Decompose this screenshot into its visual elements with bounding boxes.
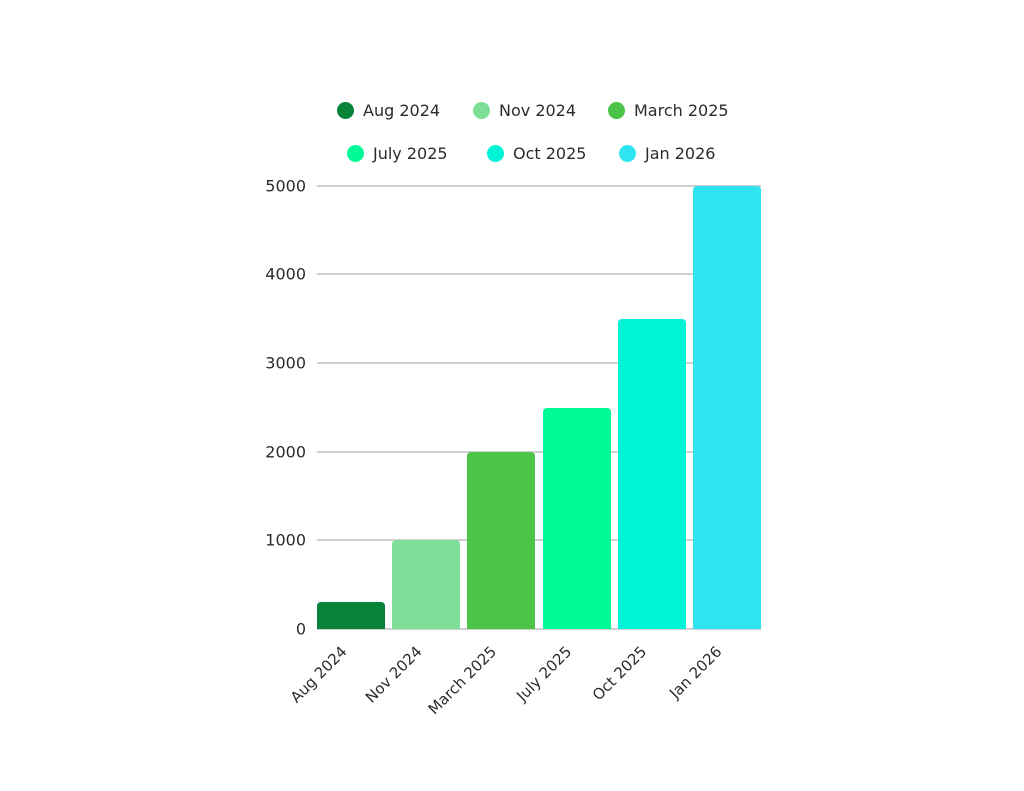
- y-tick-label: 3000: [265, 353, 306, 373]
- legend-item-march-2025: March 2025: [608, 100, 729, 120]
- bar-aug-2024: [317, 602, 385, 629]
- bar-oct-2025: [617, 318, 686, 629]
- gridline: [317, 539, 761, 541]
- x-tick-label: Jan 2026: [665, 642, 726, 703]
- x-tick-label: Nov 2024: [361, 642, 426, 707]
- legend-item-july-2025: July 2025: [347, 143, 448, 163]
- legend-item-nov-2024: Nov 2024: [473, 100, 576, 120]
- legend-label: July 2025: [373, 143, 448, 163]
- y-tick-label: 0: [295, 619, 306, 639]
- legend-label: Aug 2024: [363, 100, 441, 120]
- legend-item-oct-2025: Oct 2025: [487, 143, 586, 163]
- bar-march-2025: [467, 451, 536, 629]
- legend-dot-icon: [337, 101, 354, 119]
- legend-dot-icon: [473, 101, 490, 119]
- x-axis-baseline: [317, 628, 761, 630]
- y-tick-label: 1000: [265, 530, 306, 550]
- gridline: [317, 185, 761, 187]
- x-tick-label: Aug 2024: [286, 642, 351, 707]
- x-tick-label: July 2025: [513, 642, 576, 705]
- x-tick-label: Oct 2025: [588, 642, 651, 705]
- bar-nov-2024: [392, 540, 461, 629]
- legend-label: Nov 2024: [499, 100, 577, 120]
- legend-item-jan-2026: Jan 2026: [619, 143, 715, 163]
- gridline: [317, 273, 761, 275]
- x-tick-label: March 2025: [424, 642, 501, 719]
- legend-dot-icon: [608, 101, 625, 119]
- bar-jan-2026: [693, 186, 761, 629]
- legend-item-aug-2024: Aug 2024: [337, 100, 440, 120]
- bar-july-2025: [542, 407, 611, 629]
- y-tick-label: 5000: [265, 176, 306, 196]
- y-tick-label: 4000: [265, 264, 306, 284]
- gridline: [317, 362, 761, 364]
- legend-dot-icon: [487, 144, 504, 162]
- legend-label: Jan 2026: [645, 143, 716, 163]
- gridline: [317, 451, 761, 453]
- legend-dot-icon: [619, 144, 636, 162]
- y-tick-label: 2000: [265, 442, 306, 462]
- legend-dot-icon: [347, 144, 364, 162]
- legend-label: Oct 2025: [513, 143, 587, 163]
- legend-label: March 2025: [634, 100, 729, 120]
